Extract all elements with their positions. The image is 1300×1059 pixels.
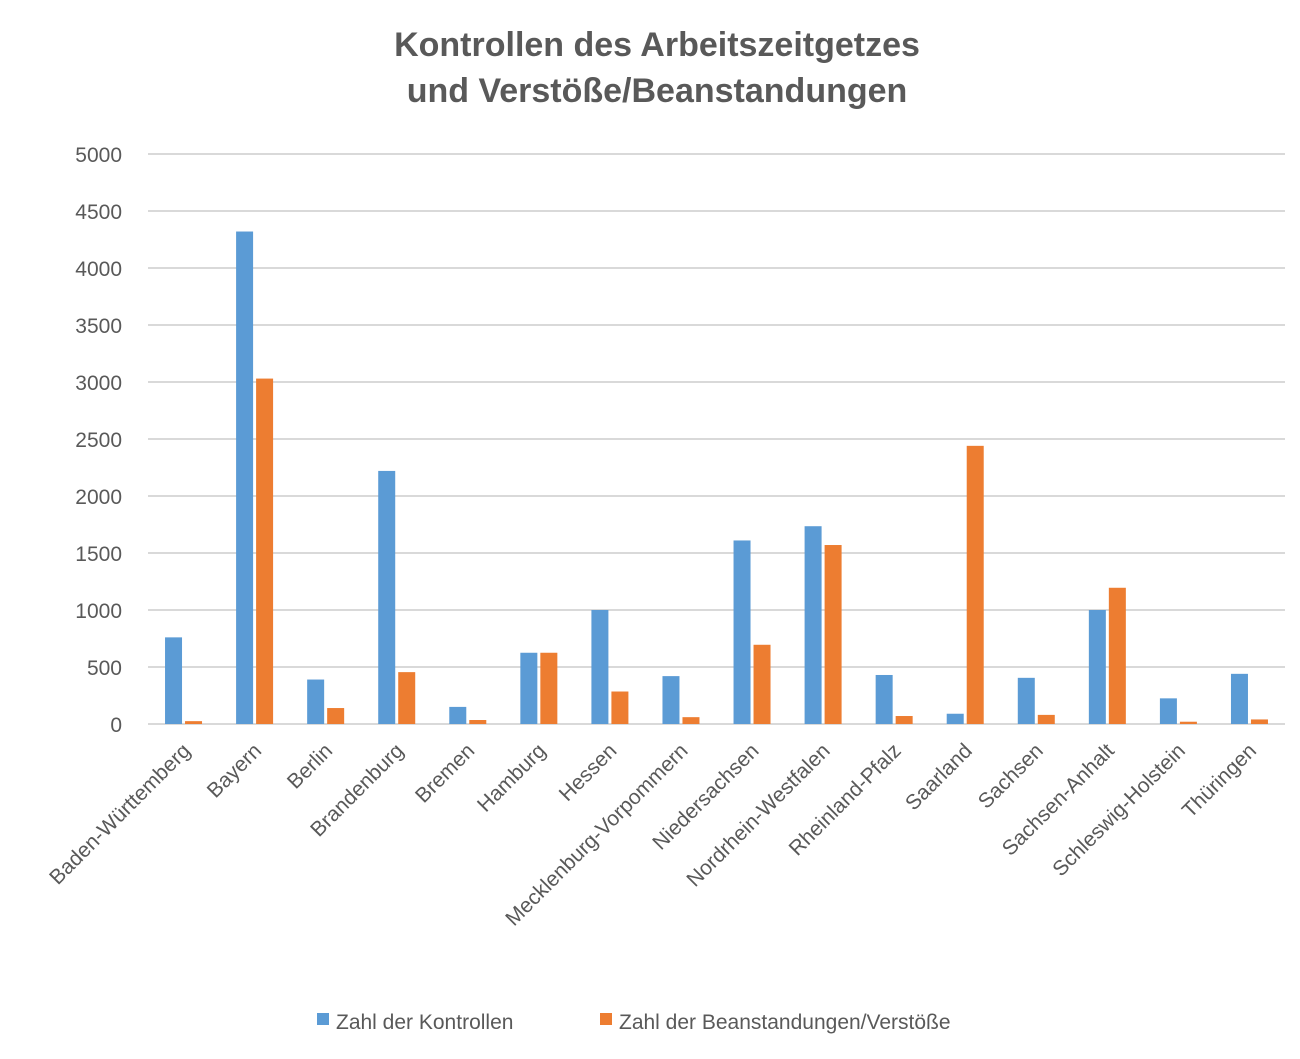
chart-title-line-1: Kontrollen des Arbeitszeitgetzes xyxy=(394,26,920,64)
bar-verstoesse-0 xyxy=(185,721,203,724)
bar-verstoesse-9 xyxy=(824,545,842,724)
x-axis-category-labels: Baden-Württemberg Bayern BerlinBrandenburg… xyxy=(45,739,1261,930)
bar-kontrollen-14 xyxy=(1159,698,1177,724)
bar-verstoesse-1 xyxy=(256,378,274,724)
bar-kontrollen-11 xyxy=(946,713,964,724)
bar-verstoesse-11 xyxy=(966,445,984,724)
bar-verstoesse-14 xyxy=(1179,721,1197,724)
x-category-label: Bremen xyxy=(411,739,479,807)
legend-swatch-1 xyxy=(600,1013,612,1025)
bar-kontrollen-1 xyxy=(236,231,254,724)
y-axis-tick-labels: 0 500 1000 1500 2000 2500 3000 3500 4000 4500 5000 xyxy=(75,144,122,737)
legend: Zahl der Kontrollen Zahl der Beanstandung… xyxy=(317,1011,951,1034)
legend-swatch-0 xyxy=(317,1013,329,1025)
bar-kontrollen-13 xyxy=(1088,610,1106,724)
bar-kontrollen-12 xyxy=(1017,677,1035,724)
bar-verstoesse-5 xyxy=(540,652,558,724)
bar-kontrollen-8 xyxy=(733,540,751,724)
legend-label-0: Zahl der Kontrollen xyxy=(336,1011,513,1034)
y-tick-label: 0 xyxy=(110,714,122,737)
y-tick-label: 1500 xyxy=(75,543,122,566)
chart-title-line-2: und Verstöße/Beanstandungen xyxy=(406,72,908,110)
y-tick-label: 2000 xyxy=(75,486,122,509)
y-tick-label: 500 xyxy=(87,657,122,680)
x-category-label: Nordrhein-Westfalen xyxy=(682,739,834,891)
x-category-label: Schleswig-Holstein xyxy=(1048,739,1190,881)
bar-verstoesse-4 xyxy=(469,720,487,724)
bar-kontrollen-7 xyxy=(662,676,680,724)
y-tick-label: 4500 xyxy=(75,201,122,224)
bar-kontrollen-15 xyxy=(1230,673,1248,724)
bar-kontrollen-3 xyxy=(378,470,396,724)
bar-kontrollen-9 xyxy=(804,526,822,724)
y-tick-label: 4000 xyxy=(75,258,122,281)
bar-verstoesse-15 xyxy=(1250,719,1268,724)
bar-verstoesse-10 xyxy=(895,716,913,724)
x-category-label: Sachsen xyxy=(974,739,1048,813)
x-category-label: Baden-Württemberg xyxy=(45,739,195,889)
bar-kontrollen-4 xyxy=(449,706,467,724)
x-category-label: Hessen xyxy=(555,739,622,806)
bar-kontrollen-0 xyxy=(165,637,183,724)
bar-kontrollen-2 xyxy=(307,679,325,724)
chart-title: Kontrollen des Arbeitszeitgetzes und Ver… xyxy=(0,22,1300,114)
y-tick-label: 1000 xyxy=(75,600,122,623)
y-tick-label: 5000 xyxy=(75,144,122,167)
bar-verstoesse-12 xyxy=(1037,714,1055,724)
bar-kontrollen-10 xyxy=(875,674,893,724)
bars xyxy=(165,231,1268,724)
legend-label-1: Zahl der Beanstandungen/Verstöße xyxy=(619,1011,951,1034)
x-category-label: Hamburg xyxy=(473,739,550,816)
bar-verstoesse-6 xyxy=(611,691,629,724)
bar-verstoesse-13 xyxy=(1108,587,1126,724)
x-category-label: Saarland xyxy=(901,739,977,815)
bar-verstoesse-2 xyxy=(327,708,345,724)
x-category-label: Berlin xyxy=(283,739,337,793)
gridlines xyxy=(148,153,1285,725)
y-tick-label: 2500 xyxy=(75,429,122,452)
y-tick-label: 3000 xyxy=(75,372,122,395)
bar-kontrollen-5 xyxy=(520,652,538,724)
x-category-label: Bayern xyxy=(203,739,266,802)
bar-verstoesse-7 xyxy=(682,717,700,724)
bar-verstoesse-3 xyxy=(398,672,416,724)
bar-verstoesse-8 xyxy=(753,644,771,724)
bar-kontrollen-6 xyxy=(591,610,609,724)
x-category-label: Thüringen xyxy=(1178,739,1261,822)
y-tick-label: 3500 xyxy=(75,315,122,338)
